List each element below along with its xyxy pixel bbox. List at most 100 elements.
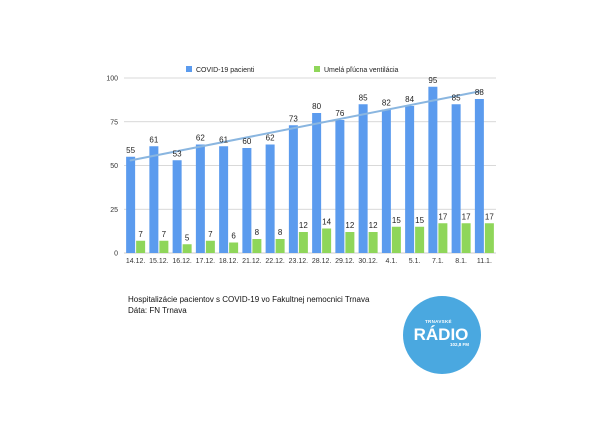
- x-tick-label: 16.12.: [172, 258, 192, 265]
- bar-ventilation: [229, 242, 239, 253]
- y-tick-label: 25: [110, 207, 118, 214]
- bar-ventilation: [438, 223, 448, 253]
- bar-covid-patients: [451, 104, 461, 253]
- y-tick-label: 100: [106, 76, 118, 83]
- bar-covid-patients: [474, 99, 484, 253]
- bar-covid-patients: [195, 144, 205, 253]
- bar-ventilation: [345, 232, 355, 253]
- data-label-ventilation: 14: [322, 218, 331, 227]
- x-tick-label: 23.12.: [289, 258, 309, 265]
- bar-covid-patients: [265, 144, 275, 253]
- data-label-ventilation: 7: [138, 230, 143, 239]
- bar-covid-patients: [428, 86, 438, 253]
- data-label-ventilation: 8: [255, 228, 260, 237]
- logo-freq-text: 102,8 FM: [450, 342, 469, 347]
- chart-legend: COVID-19 pacienti Umelá pľúcna ventilácia: [186, 66, 399, 74]
- bar-ventilation: [484, 223, 494, 253]
- x-tick-label: 18.12.: [219, 258, 239, 265]
- bar-covid-patients: [126, 156, 136, 253]
- data-label-covid: 62: [196, 134, 205, 143]
- x-tick-label: 15.12.: [149, 258, 169, 265]
- x-tick-label: 5.1.: [409, 258, 421, 265]
- legend-swatch: [186, 66, 192, 72]
- bar-covid-patients: [405, 106, 415, 253]
- data-label-ventilation: 17: [485, 212, 494, 221]
- data-label-covid: 80: [312, 102, 321, 111]
- data-label-ventilation: 7: [208, 230, 213, 239]
- x-tick-label: 28.12.: [312, 258, 332, 265]
- x-tick-label: 4.1.: [386, 258, 398, 265]
- data-label-ventilation: 8: [278, 228, 283, 237]
- x-tick-label: 29.12.: [335, 258, 355, 265]
- bar-ventilation: [182, 244, 192, 253]
- bar-covid-patients: [335, 120, 345, 253]
- bar-ventilation: [136, 240, 146, 253]
- legend-label: Umelá pľúcna ventilácia: [324, 67, 399, 74]
- data-label-ventilation: 15: [415, 216, 424, 225]
- bar-ventilation: [205, 240, 215, 253]
- data-label-ventilation: 12: [345, 221, 354, 230]
- bar-ventilation: [298, 232, 308, 253]
- data-label-ventilation: 12: [299, 221, 308, 230]
- bar-ventilation: [368, 232, 378, 253]
- bar-covid-patients: [358, 104, 368, 253]
- bar-covid-patients: [288, 125, 298, 253]
- data-label-covid: 61: [219, 135, 228, 144]
- x-tick-label: 8.1.: [455, 258, 467, 265]
- data-label-covid: 53: [173, 149, 182, 158]
- bar-ventilation: [159, 240, 169, 253]
- x-tick-label: 22.12.: [265, 258, 285, 265]
- y-tick-label: 75: [110, 119, 118, 126]
- data-label-covid: 61: [149, 135, 158, 144]
- data-label-covid: 95: [428, 76, 437, 85]
- y-tick-label: 0: [114, 251, 118, 258]
- data-label-covid: 88: [475, 88, 484, 97]
- caption-title: Hospitalizácie pacientov s COVID-19 vo F…: [128, 295, 370, 304]
- bar-covid-patients: [219, 146, 229, 253]
- data-label-covid: 62: [266, 134, 275, 143]
- bar-ventilation: [415, 226, 425, 253]
- y-tick-label: 50: [110, 163, 118, 170]
- x-axis-ticks: 14.12. 15.12. 16.12. 17.12. 18.12. 21.12. 22.1…: [126, 258, 492, 265]
- chart-bars: [126, 86, 494, 253]
- y-axis-ticks: 0 25 50 75 100: [106, 76, 118, 258]
- x-tick-label: 21.12.: [242, 258, 262, 265]
- legend-label: COVID-19 pacienti: [196, 67, 255, 74]
- data-label-covid: 73: [289, 114, 298, 123]
- data-label-ventilation: 6: [231, 232, 236, 241]
- data-label-covid: 82: [382, 99, 391, 108]
- bar-ventilation: [391, 226, 401, 253]
- caption-source: Dáta: FN Trnava: [128, 305, 187, 315]
- data-label-covid: 55: [126, 146, 135, 155]
- bar-covid-patients: [381, 109, 391, 253]
- data-label-ventilation: 15: [392, 216, 401, 225]
- x-tick-label: 7.1.: [432, 258, 444, 265]
- data-label-ventilation: 7: [162, 230, 167, 239]
- logo-top-text: TRNAVSKÉ: [425, 317, 452, 324]
- bar-covid-patients: [312, 113, 322, 253]
- bar-ventilation: [322, 228, 332, 253]
- data-label-ventilation: 17: [438, 212, 447, 221]
- bar-covid-patients: [149, 146, 159, 253]
- logo-main-text: RÁDIO: [414, 325, 469, 344]
- x-tick-label: 17.12.: [196, 258, 216, 265]
- data-labels: 55 7 61 7 53 5 62 7 61 6 60 8 62 8 73 12 80 14 76 12 85 12 82 1…: [126, 76, 494, 243]
- trendline: [129, 90, 481, 162]
- data-label-covid: 76: [335, 109, 344, 118]
- x-tick-label: 11.1.: [477, 258, 492, 265]
- bar-ventilation: [275, 239, 285, 253]
- data-label-ventilation: 17: [462, 212, 471, 221]
- data-label-ventilation: 12: [369, 221, 378, 230]
- data-label-covid: 60: [242, 137, 251, 146]
- legend-swatch: [314, 66, 320, 72]
- data-label-covid: 84: [405, 95, 414, 104]
- bar-ventilation: [252, 239, 262, 253]
- data-label-covid: 85: [452, 93, 461, 102]
- x-tick-label: 14.12.: [126, 258, 146, 265]
- data-label-covid: 85: [359, 93, 368, 102]
- data-label-ventilation: 5: [185, 233, 190, 242]
- radio-logo: TRNAVSKÉ RÁDIO 102,8 FM: [403, 296, 481, 374]
- bar-covid-patients: [242, 148, 252, 253]
- bar-ventilation: [461, 223, 471, 253]
